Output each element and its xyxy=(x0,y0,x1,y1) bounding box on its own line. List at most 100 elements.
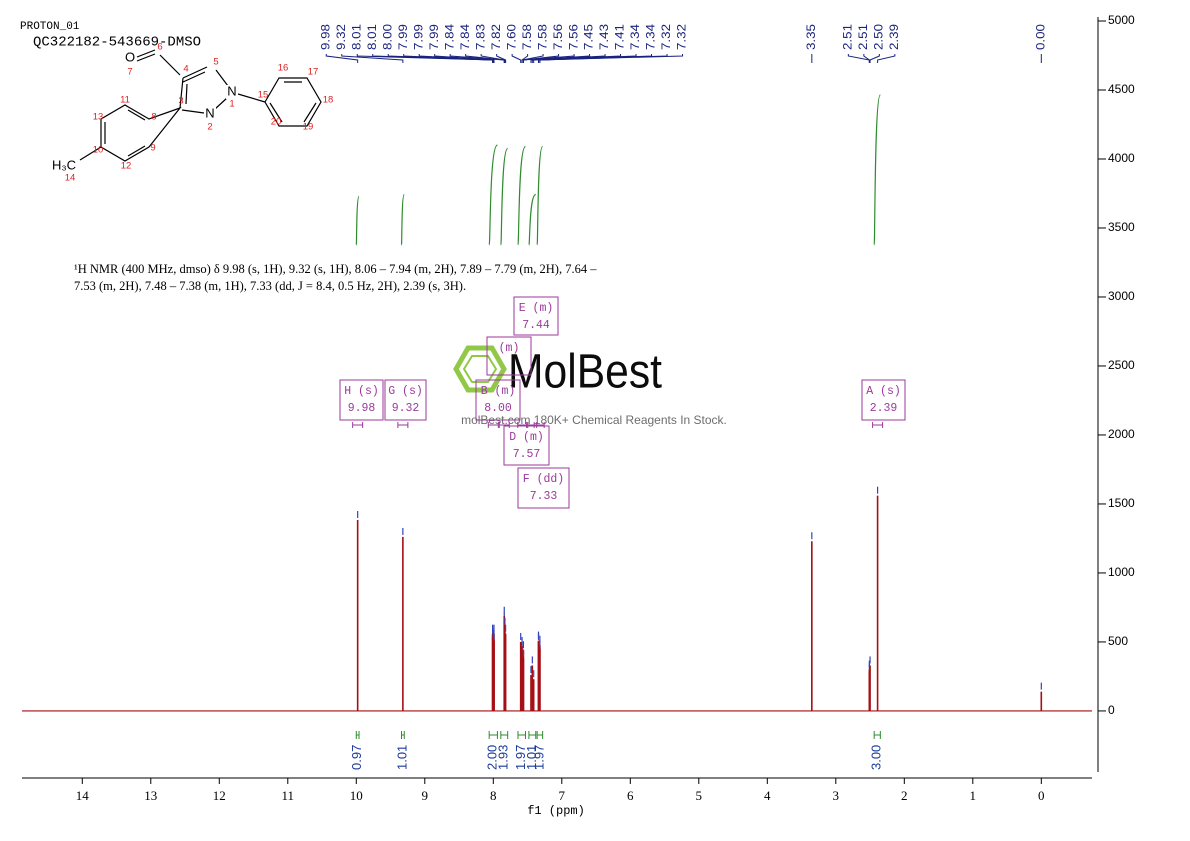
integral-curve xyxy=(517,145,527,246)
multiplet-box xyxy=(384,379,427,421)
multiplet-shift: 7.57 xyxy=(513,448,541,461)
x-tick-label: 12 xyxy=(213,788,226,803)
x-tick-label: 11 xyxy=(282,788,295,803)
peak-connector xyxy=(465,54,505,63)
experiment-name: PROTON_01 xyxy=(20,21,80,33)
integral-label: 1.93 xyxy=(496,745,511,770)
y-tick-label: 4500 xyxy=(1108,82,1135,96)
x-tick-label: 0 xyxy=(1038,788,1045,803)
integral-bracket xyxy=(528,731,537,739)
peak-label: 8.00 xyxy=(380,24,394,50)
integral-label: 1.97 xyxy=(513,745,528,770)
watermark-logo: MolBest xyxy=(508,346,662,399)
multiplet-bracket xyxy=(498,422,510,428)
x-tick-label: 14 xyxy=(76,788,90,803)
peak-label: 3.35 xyxy=(804,24,818,50)
watermark-icon xyxy=(462,355,498,383)
integral-curve xyxy=(528,193,537,246)
atom-number: 12 xyxy=(121,161,132,172)
atom-number: 20 xyxy=(271,117,282,128)
multiplet-box xyxy=(339,379,384,421)
multiplet-name: (m) xyxy=(499,342,520,355)
multiplet-box xyxy=(503,425,550,466)
integral-curve xyxy=(355,195,360,246)
atom-label: O xyxy=(125,49,135,64)
integral-curve xyxy=(873,94,881,246)
integral-bracket xyxy=(401,731,405,739)
integral-curve xyxy=(500,147,509,246)
peak-connector xyxy=(325,54,359,63)
atom-number: 18 xyxy=(323,95,334,106)
atom-number: 9 xyxy=(150,143,155,154)
peak-label: 8.01 xyxy=(365,24,379,50)
peak-label: 7.34 xyxy=(644,24,658,50)
multiplet-bracket xyxy=(517,422,529,428)
y-tick-label: 2000 xyxy=(1108,427,1135,441)
atom-label: N xyxy=(227,83,236,98)
x-tick-label: 6 xyxy=(627,788,634,803)
peak-connector xyxy=(521,54,544,63)
multiplet-box xyxy=(517,467,570,509)
multiplet-shift: 7.33 xyxy=(530,490,558,503)
integral-label: 0.97 xyxy=(349,745,364,770)
atom-number: 3 xyxy=(178,96,183,107)
integral-bracket xyxy=(355,731,360,739)
peak-connector xyxy=(847,54,870,63)
peak-label: 8.01 xyxy=(349,24,363,50)
integral-bracket xyxy=(873,731,881,739)
atom-number: 5 xyxy=(213,57,218,68)
peak-label: 7.58 xyxy=(520,24,534,50)
y-tick-label: 500 xyxy=(1108,634,1128,648)
atom-number: 13 xyxy=(93,112,104,123)
multiplet-box xyxy=(861,379,906,421)
atom-label: H₃C xyxy=(52,157,76,172)
multiplet-shift: 2.39 xyxy=(870,402,898,415)
multiplet-bracket xyxy=(533,422,545,428)
peak-connector xyxy=(869,54,880,63)
atom-number: 4 xyxy=(183,64,188,75)
peak-connector xyxy=(539,54,684,63)
peak-connector xyxy=(863,54,870,63)
integral-label: 3.00 xyxy=(869,745,884,770)
integral-bracket xyxy=(517,731,526,739)
atom-number: 14 xyxy=(65,173,76,184)
peak-label: 7.32 xyxy=(675,24,689,50)
peak-connector xyxy=(877,54,896,63)
peak-label: 7.60 xyxy=(504,24,518,50)
integral-label: 1.01 xyxy=(394,745,409,770)
atom-mask xyxy=(226,85,238,99)
peak-label: 7.43 xyxy=(597,24,611,50)
atom-number: 16 xyxy=(278,63,289,74)
peak-label: 7.45 xyxy=(582,24,596,50)
x-tick-label: 5 xyxy=(696,788,703,803)
atom-number: 17 xyxy=(308,67,319,78)
x-axis-label: f1 (ppm) xyxy=(527,804,585,818)
peak-label: 7.56 xyxy=(566,24,580,50)
multiplet-bracket xyxy=(487,422,499,428)
multiplet-bracket xyxy=(397,422,409,428)
atom-number: 6 xyxy=(157,42,162,53)
multiplet-box xyxy=(513,296,559,336)
peak-connector xyxy=(434,54,495,63)
integral-curve xyxy=(400,193,405,246)
peak-label: 7.32 xyxy=(659,24,673,50)
y-tick-label: 3500 xyxy=(1108,220,1135,234)
multiplet-shift: 9.32 xyxy=(392,402,420,415)
integral-bracket xyxy=(536,731,544,739)
multiplet-name: E (m) xyxy=(519,302,554,315)
multiplet-name: G (s) xyxy=(388,385,423,398)
integral-label: 1.97 xyxy=(531,745,546,770)
integral-curve xyxy=(536,145,544,246)
y-tick-label: 1500 xyxy=(1108,496,1135,510)
peak-label: 2.50 xyxy=(872,24,886,50)
y-tick-label: 1000 xyxy=(1108,565,1135,579)
peak-label: 2.51 xyxy=(841,24,855,50)
y-tick-label: 2500 xyxy=(1108,358,1135,372)
y-tick-label: 3000 xyxy=(1108,289,1135,303)
multiplet-box xyxy=(475,379,521,421)
peak-connector xyxy=(496,54,507,63)
x-tick-label: 3 xyxy=(833,788,840,803)
atom-number: 7 xyxy=(127,67,132,78)
peak-label: 7.84 xyxy=(442,24,456,50)
sample-name: QC322182-543669-DMSO xyxy=(33,35,201,51)
